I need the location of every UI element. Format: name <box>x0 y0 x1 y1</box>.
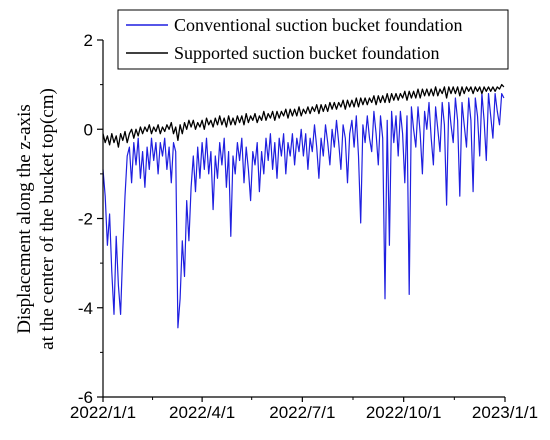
x-tick-label: 2022/7/1 <box>269 403 335 422</box>
legend-box <box>117 9 509 70</box>
x-tick-label: 2022/1/1 <box>70 403 136 422</box>
y-axis-title: Displacement along the z-axis at the cent… <box>14 88 58 350</box>
y-axis-title-line: Displacement along the z-axis <box>14 104 35 334</box>
legend: Conventional suction bucket foundation Su… <box>117 9 509 70</box>
legend-label: Supported suction bucket foundation <box>174 43 439 63</box>
y-tick-label: 0 <box>84 120 93 139</box>
y-tick-label: 2 <box>84 31 93 50</box>
y-tick-label: -6 <box>78 388 93 407</box>
y-axis-title-line: at the center of the bucket top(cm) <box>37 88 58 350</box>
series-line-conventional <box>102 92 505 329</box>
axes-layer: -6 -4 -2 0 2 2022/1/1 2022/4/1 2022/7/1 2022/10/… <box>14 31 538 422</box>
x-tick-label: 2022/10/1 <box>366 403 442 422</box>
x-tick-label: 2023/1/1 <box>472 403 538 422</box>
series-layer <box>102 83 505 329</box>
x-tick-label: 2022/4/1 <box>169 403 235 422</box>
series-line-supported <box>102 83 505 148</box>
y-tick-label: -2 <box>78 210 93 229</box>
legend-label: Conventional suction bucket foundation <box>174 15 462 35</box>
y-tick-label: -4 <box>78 299 93 318</box>
